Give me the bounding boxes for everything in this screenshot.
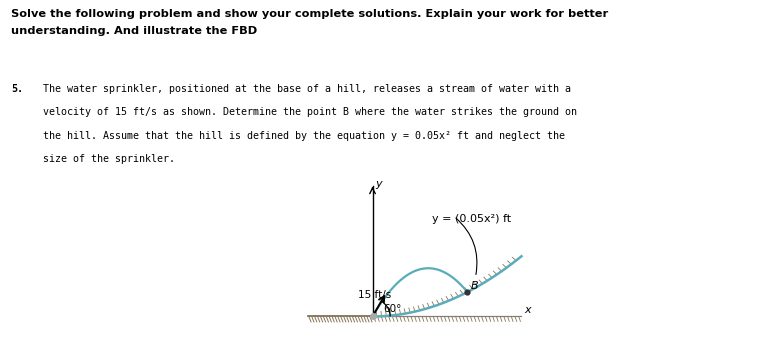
Text: y: y: [376, 179, 383, 189]
Text: 60°: 60°: [383, 304, 401, 314]
Text: understanding. And illustrate the FBD: understanding. And illustrate the FBD: [11, 26, 257, 36]
Text: x: x: [524, 305, 531, 315]
Text: The water sprinkler, positioned at the base of a hill, releases a stream of wate: The water sprinkler, positioned at the b…: [43, 84, 571, 94]
Text: 15 ft/s: 15 ft/s: [358, 290, 391, 300]
Text: y = (0.05x²) ft: y = (0.05x²) ft: [432, 214, 512, 224]
Text: the hill. Assume that the hill is defined by the equation y = 0.05x² ft and negl: the hill. Assume that the hill is define…: [43, 131, 565, 141]
Text: B: B: [471, 281, 478, 291]
Text: 5.: 5.: [11, 84, 23, 94]
Text: Solve the following problem and show your complete solutions. Explain your work : Solve the following problem and show you…: [11, 9, 608, 19]
Text: size of the sprinkler.: size of the sprinkler.: [43, 154, 175, 164]
Text: velocity of 15 ft/s as shown. Determine the point B where the water strikes the : velocity of 15 ft/s as shown. Determine …: [43, 107, 577, 117]
